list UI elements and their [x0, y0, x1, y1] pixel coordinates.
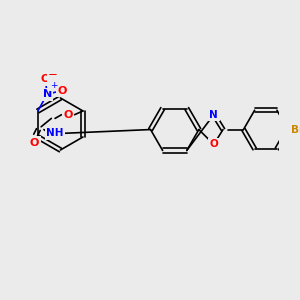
Text: O: O [30, 138, 39, 148]
Text: +: + [50, 81, 57, 90]
Text: Br: Br [291, 124, 300, 135]
Text: O: O [57, 85, 67, 95]
Text: N: N [209, 110, 218, 120]
Text: NH: NH [46, 128, 64, 138]
Text: O: O [63, 110, 73, 120]
Text: N: N [43, 89, 52, 99]
Text: O: O [209, 140, 218, 149]
Text: NH: NH [46, 128, 64, 138]
Text: −: − [48, 68, 58, 81]
Text: O: O [40, 74, 50, 84]
